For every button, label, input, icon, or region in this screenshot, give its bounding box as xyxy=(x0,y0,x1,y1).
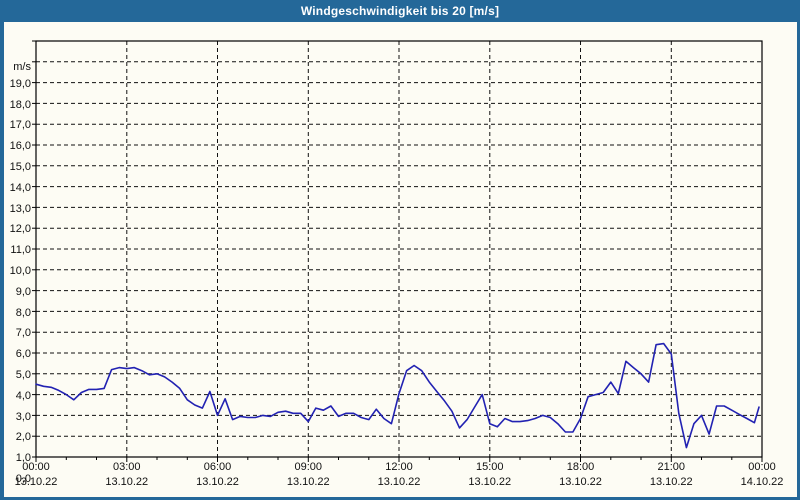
y-tick-label: 12,0 xyxy=(9,223,31,236)
y-tick-label: 1,0 xyxy=(15,452,31,465)
x-tick-time-label: 00:00 xyxy=(22,461,50,473)
wind-speed-series xyxy=(35,342,760,449)
chart-area: m/s 19,0 18,0 17,0 16,0 15,0 14,0 13,0 12,0 11,0… xyxy=(0,22,800,500)
x-tick-time-label: 18:00 xyxy=(566,461,595,473)
y-axis-unit-label: m/s xyxy=(13,61,31,73)
y-tick-label: 7,0 xyxy=(15,327,31,340)
x-tick-date-label: 14.10.22 xyxy=(740,476,784,488)
x-tick-time-label: 21:00 xyxy=(657,461,686,473)
x-tick-date-label: 13.10.22 xyxy=(286,476,330,488)
y-tick-label: 19,0 xyxy=(9,77,31,90)
y-tick-label: 5,0 xyxy=(15,369,31,381)
x-tick-date-label: 13.10.22 xyxy=(649,476,693,488)
y-tick-label: 3,0 xyxy=(15,410,31,423)
x-tick-date-label: 13.10.22 xyxy=(105,476,149,488)
y-tick-label: 9,0 xyxy=(15,285,31,298)
y-tick-label: 16,0 xyxy=(9,140,31,153)
y-tick-label: 14,0 xyxy=(9,181,31,194)
y-tick-label: 2,0 xyxy=(15,431,31,444)
y-tick-label: 13,0 xyxy=(9,202,31,215)
y-tick-label: 10,0 xyxy=(9,265,31,277)
y-tick-label: 11,0 xyxy=(10,244,31,257)
x-tick-time-label: 12:00 xyxy=(385,461,413,473)
y-tick-label: 6,0 xyxy=(15,348,31,361)
x-tick-time-label: 03:00 xyxy=(112,461,141,473)
x-tick-date-label: 13.10.22 xyxy=(14,476,58,488)
frame-border-bottom xyxy=(0,497,800,500)
x-tick-date-label: 13.10.22 xyxy=(559,476,602,488)
y-tick-label: 4,0 xyxy=(15,389,31,402)
y-tick-label: 17,0 xyxy=(9,119,31,132)
y-tick-label: 0,0 xyxy=(15,473,31,485)
window-title: Windgeschwindigkeit bis 20 [m/s] xyxy=(300,4,500,18)
y-tick-label: 15,0 xyxy=(9,161,31,173)
y-tick-label: 8,0 xyxy=(15,306,31,319)
frame-border-left xyxy=(0,22,4,500)
frame-border-right xyxy=(797,22,800,500)
title-bar: Windgeschwindigkeit bis 20 [m/s] xyxy=(0,0,800,22)
y-tick-label: 18,0 xyxy=(9,98,31,111)
wind-speed-line-chart xyxy=(32,40,763,462)
x-tick-time-label: 06:00 xyxy=(203,461,232,473)
x-tick-date-label: 13.10.22 xyxy=(377,476,421,488)
x-tick-time-label: 09:00 xyxy=(294,461,323,473)
x-tick-time-label: 00:00 xyxy=(748,461,776,473)
x-tick-time-label: 15:00 xyxy=(475,461,504,473)
x-tick-date-label: 13.10.22 xyxy=(468,476,512,488)
x-tick-date-label: 13.10.22 xyxy=(196,476,239,488)
